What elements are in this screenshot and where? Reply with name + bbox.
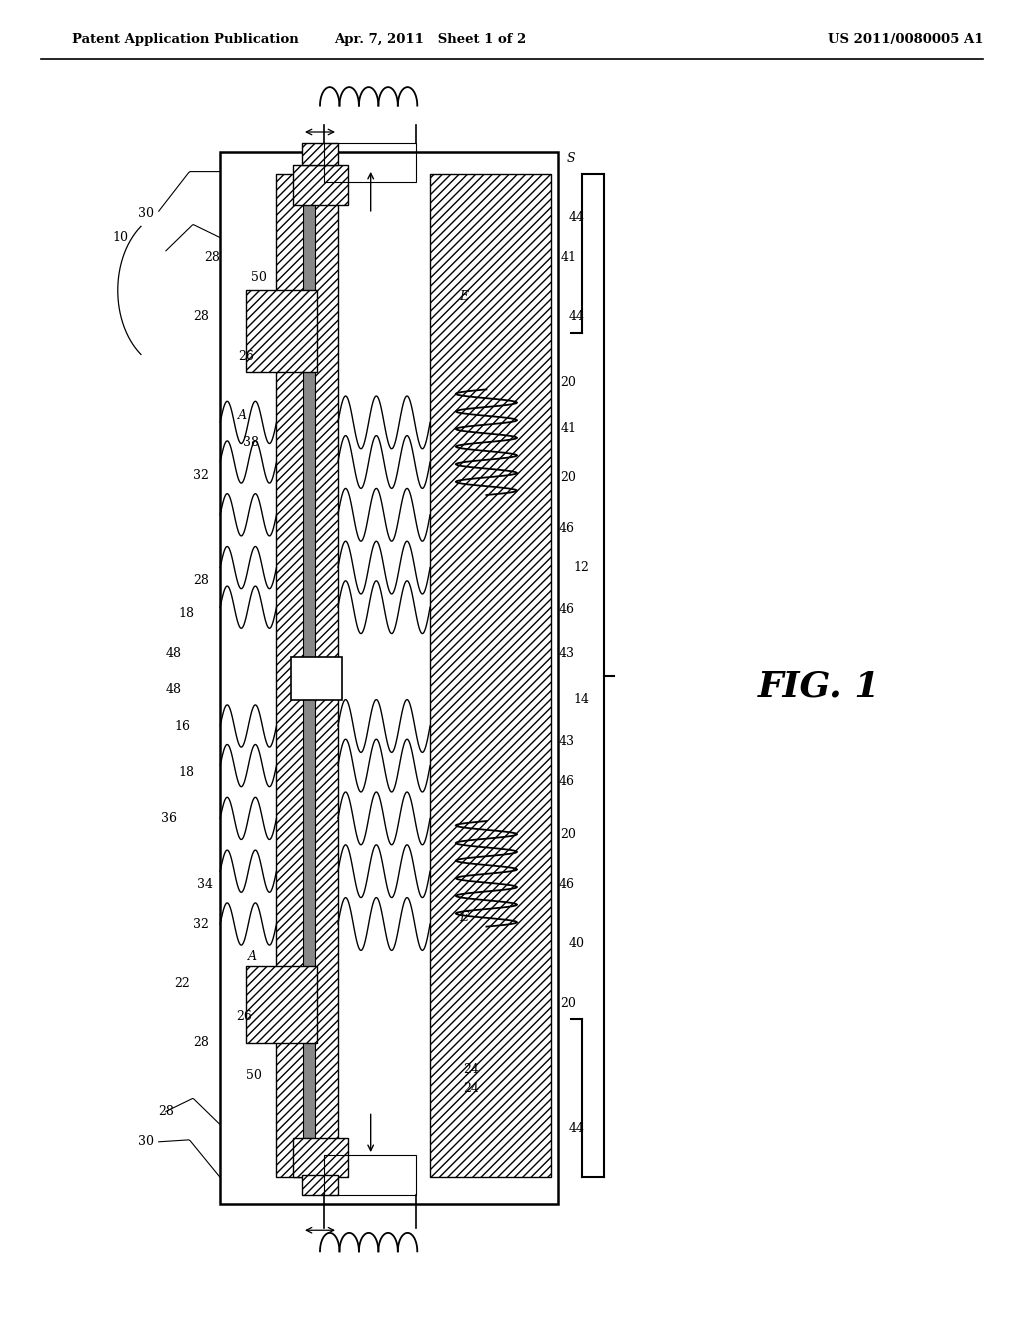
Text: 36: 36 (161, 812, 177, 825)
Bar (293, 1138, 348, 1177)
Text: 30: 30 (138, 1135, 155, 1148)
Text: 28: 28 (193, 1036, 209, 1049)
Bar (324, 1155, 416, 1195)
Text: 43: 43 (558, 647, 574, 660)
Bar (293, 165, 348, 205)
Bar (302, 143, 338, 165)
Text: S: S (567, 152, 575, 165)
Text: 12: 12 (573, 561, 590, 574)
Text: Apr. 7, 2011   Sheet 1 of 2: Apr. 7, 2011 Sheet 1 of 2 (334, 33, 526, 46)
Text: 24: 24 (463, 1082, 479, 1096)
Text: FIG. 1: FIG. 1 (758, 669, 881, 704)
Text: A: A (239, 409, 247, 422)
Text: 10: 10 (113, 231, 129, 244)
Bar (246, 966, 317, 1043)
Text: Patent Application Publication: Patent Application Publication (72, 33, 298, 46)
Bar (324, 143, 416, 182)
Text: 16: 16 (174, 719, 190, 733)
Text: 34: 34 (197, 878, 213, 891)
Bar (220, 152, 558, 1204)
Text: 20: 20 (560, 471, 577, 484)
Text: 46: 46 (558, 878, 574, 891)
Bar (291, 657, 342, 700)
Text: US 2011/0080005 A1: US 2011/0080005 A1 (827, 33, 983, 46)
Text: 28: 28 (204, 251, 220, 264)
Text: 20: 20 (560, 997, 577, 1010)
Text: 46: 46 (558, 521, 574, 535)
Text: 48: 48 (166, 647, 182, 660)
Text: 50: 50 (251, 271, 267, 284)
Text: 48: 48 (166, 682, 182, 696)
Text: 41: 41 (560, 422, 577, 436)
Text: 38: 38 (243, 436, 259, 449)
Text: 41: 41 (560, 251, 577, 264)
Bar (303, 187, 315, 1138)
Text: 26: 26 (238, 350, 254, 363)
Text: 44: 44 (568, 211, 585, 224)
Text: 32: 32 (193, 469, 209, 482)
Bar (246, 290, 317, 372)
Text: 28: 28 (193, 574, 209, 587)
Text: 26: 26 (236, 1010, 252, 1023)
Bar (430, 174, 551, 1177)
Text: 46: 46 (558, 775, 574, 788)
Text: 50: 50 (246, 1069, 262, 1082)
Bar (302, 1175, 338, 1195)
Text: E: E (460, 290, 468, 304)
Text: 43: 43 (558, 735, 574, 748)
Text: 44: 44 (568, 310, 585, 323)
Text: 28: 28 (193, 310, 209, 323)
Text: 40: 40 (568, 937, 585, 950)
Text: 22: 22 (174, 977, 190, 990)
Text: 32: 32 (193, 917, 209, 931)
Text: 46: 46 (558, 603, 574, 616)
Text: 24: 24 (463, 1063, 479, 1076)
Text: 14: 14 (573, 693, 590, 706)
Text: 18: 18 (178, 607, 195, 620)
Text: A: A (249, 950, 257, 964)
Text: 30: 30 (138, 207, 155, 220)
Text: 28: 28 (158, 1105, 174, 1118)
Text: 44: 44 (568, 1122, 585, 1135)
Bar (276, 174, 338, 1177)
Text: 18: 18 (178, 766, 195, 779)
Text: 20: 20 (560, 376, 577, 389)
Text: 20: 20 (560, 828, 577, 841)
Text: E: E (460, 911, 468, 924)
